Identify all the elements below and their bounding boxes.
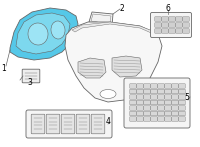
FancyBboxPatch shape: [130, 117, 136, 121]
FancyBboxPatch shape: [179, 84, 185, 88]
FancyBboxPatch shape: [158, 117, 164, 121]
FancyBboxPatch shape: [165, 95, 171, 99]
FancyBboxPatch shape: [169, 23, 175, 27]
FancyBboxPatch shape: [130, 111, 136, 116]
FancyBboxPatch shape: [26, 110, 112, 138]
FancyBboxPatch shape: [144, 100, 150, 105]
Text: 2: 2: [120, 4, 124, 12]
FancyBboxPatch shape: [151, 89, 157, 94]
Text: 5: 5: [185, 92, 189, 101]
FancyBboxPatch shape: [176, 23, 182, 27]
Ellipse shape: [51, 21, 65, 39]
Text: 1: 1: [2, 64, 6, 72]
FancyBboxPatch shape: [137, 95, 143, 99]
Polygon shape: [16, 13, 70, 54]
FancyBboxPatch shape: [172, 95, 178, 99]
FancyBboxPatch shape: [151, 12, 192, 37]
FancyBboxPatch shape: [144, 106, 150, 110]
Text: 3: 3: [28, 77, 32, 86]
FancyBboxPatch shape: [158, 89, 164, 94]
FancyBboxPatch shape: [137, 100, 143, 105]
FancyBboxPatch shape: [172, 106, 178, 110]
FancyBboxPatch shape: [183, 17, 189, 21]
Polygon shape: [89, 12, 113, 26]
FancyBboxPatch shape: [137, 84, 143, 88]
FancyBboxPatch shape: [172, 84, 178, 88]
FancyBboxPatch shape: [151, 111, 157, 116]
FancyBboxPatch shape: [144, 111, 150, 116]
Polygon shape: [65, 22, 162, 102]
FancyBboxPatch shape: [172, 100, 178, 105]
FancyBboxPatch shape: [176, 17, 182, 21]
FancyBboxPatch shape: [162, 29, 168, 33]
FancyBboxPatch shape: [130, 106, 136, 110]
FancyBboxPatch shape: [137, 89, 143, 94]
FancyBboxPatch shape: [183, 29, 189, 33]
FancyBboxPatch shape: [151, 95, 157, 99]
FancyBboxPatch shape: [165, 100, 171, 105]
FancyBboxPatch shape: [158, 106, 164, 110]
FancyBboxPatch shape: [179, 117, 185, 121]
Polygon shape: [10, 8, 78, 60]
FancyBboxPatch shape: [179, 111, 185, 116]
FancyBboxPatch shape: [61, 114, 75, 134]
Text: 4: 4: [106, 117, 110, 127]
Polygon shape: [72, 22, 158, 36]
FancyBboxPatch shape: [151, 84, 157, 88]
FancyBboxPatch shape: [130, 89, 136, 94]
FancyBboxPatch shape: [130, 95, 136, 99]
FancyBboxPatch shape: [137, 117, 143, 121]
FancyBboxPatch shape: [169, 17, 175, 21]
FancyBboxPatch shape: [172, 89, 178, 94]
Ellipse shape: [28, 23, 48, 45]
FancyBboxPatch shape: [130, 100, 136, 105]
FancyBboxPatch shape: [179, 89, 185, 94]
Text: 6: 6: [166, 4, 170, 12]
FancyBboxPatch shape: [165, 106, 171, 110]
FancyBboxPatch shape: [158, 84, 164, 88]
Polygon shape: [112, 56, 142, 77]
FancyBboxPatch shape: [155, 17, 161, 21]
FancyBboxPatch shape: [158, 95, 164, 99]
FancyBboxPatch shape: [144, 84, 150, 88]
FancyBboxPatch shape: [144, 89, 150, 94]
FancyBboxPatch shape: [172, 117, 178, 121]
FancyBboxPatch shape: [165, 84, 171, 88]
FancyBboxPatch shape: [183, 23, 189, 27]
FancyBboxPatch shape: [31, 114, 45, 134]
FancyBboxPatch shape: [137, 111, 143, 116]
FancyBboxPatch shape: [179, 106, 185, 110]
FancyBboxPatch shape: [46, 114, 60, 134]
FancyBboxPatch shape: [151, 106, 157, 110]
FancyBboxPatch shape: [144, 95, 150, 99]
Polygon shape: [78, 58, 106, 78]
FancyBboxPatch shape: [76, 114, 90, 134]
FancyBboxPatch shape: [162, 23, 168, 27]
FancyBboxPatch shape: [172, 111, 178, 116]
FancyBboxPatch shape: [91, 114, 105, 134]
FancyBboxPatch shape: [176, 29, 182, 33]
FancyBboxPatch shape: [165, 117, 171, 121]
FancyBboxPatch shape: [155, 23, 161, 27]
Ellipse shape: [100, 90, 116, 98]
FancyBboxPatch shape: [144, 117, 150, 121]
FancyBboxPatch shape: [155, 29, 161, 33]
FancyBboxPatch shape: [158, 100, 164, 105]
FancyBboxPatch shape: [162, 17, 168, 21]
FancyBboxPatch shape: [124, 78, 190, 128]
FancyBboxPatch shape: [22, 69, 40, 83]
FancyBboxPatch shape: [179, 95, 185, 99]
FancyBboxPatch shape: [151, 100, 157, 105]
FancyBboxPatch shape: [130, 84, 136, 88]
FancyBboxPatch shape: [165, 111, 171, 116]
FancyBboxPatch shape: [179, 100, 185, 105]
FancyBboxPatch shape: [158, 111, 164, 116]
FancyBboxPatch shape: [137, 106, 143, 110]
FancyBboxPatch shape: [169, 29, 175, 33]
FancyBboxPatch shape: [151, 117, 157, 121]
FancyBboxPatch shape: [165, 89, 171, 94]
